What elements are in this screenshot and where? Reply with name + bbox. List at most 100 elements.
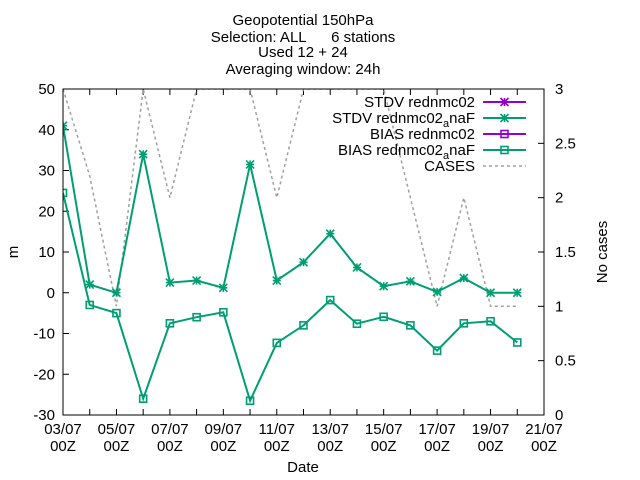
data-point xyxy=(379,312,388,322)
series-line xyxy=(63,89,518,308)
x-tick-label-day: 07/07 xyxy=(151,421,189,438)
tick-labels: -30-20-100102030405000.511.522.5303/0700… xyxy=(33,81,576,455)
data-point xyxy=(298,257,309,267)
y-tick-label: -20 xyxy=(33,366,55,383)
legend-label: STDV rednmc02anaF xyxy=(332,110,475,130)
data-point xyxy=(485,288,496,298)
x-tick-label-hour: 00Z xyxy=(210,438,236,455)
x-tick-label-day: 03/07 xyxy=(44,421,82,438)
data-point xyxy=(459,319,469,328)
data-point xyxy=(406,321,415,330)
legend-entry: BIAS rednmc02anaF xyxy=(338,142,526,162)
x-tick-label-hour: 00Z xyxy=(531,438,557,455)
legend-entry: BIAS rednmc02 xyxy=(370,126,526,143)
y-tick-label: 40 xyxy=(38,122,55,139)
series-line xyxy=(63,125,518,295)
x-tick-label-hour: 00Z xyxy=(478,438,504,455)
data-point xyxy=(245,159,255,169)
data-point xyxy=(512,338,522,347)
legend-entry: CASES xyxy=(424,158,526,175)
x-tick-label-day: 15/07 xyxy=(365,421,403,438)
data-point xyxy=(459,273,469,283)
data-point xyxy=(138,149,148,159)
data-point xyxy=(192,312,201,322)
series-layer xyxy=(63,89,522,406)
data-point xyxy=(138,394,148,404)
x-tick-label-day: 17/07 xyxy=(418,421,456,438)
x-tick-label-hour: 00Z xyxy=(264,438,290,455)
x-tick-label-hour: 00Z xyxy=(371,438,397,455)
y-tick-label: 0 xyxy=(47,285,55,302)
series-stdv-rednmc02-anaf xyxy=(63,121,522,298)
legend-label: STDV rednmc02 xyxy=(364,94,475,111)
x-tick-label-day: 05/07 xyxy=(98,421,136,438)
title-line-4: Averaging window: 24h xyxy=(226,61,381,78)
data-point xyxy=(272,275,282,286)
data-point xyxy=(219,308,228,317)
x-tick-label-day: 13/07 xyxy=(311,421,349,438)
legend-marker xyxy=(499,113,510,123)
x-tick-label-day: 11/07 xyxy=(259,421,295,438)
y2-tick-label: 1.5 xyxy=(555,244,576,261)
x-tick-label-hour: 00Z xyxy=(157,438,183,455)
x-tick-label-day: 21/07 xyxy=(525,421,563,438)
y2-axis-label: No cases xyxy=(594,221,611,284)
y-tick-label: 10 xyxy=(38,244,55,261)
x-tick-label-hour: 00Z xyxy=(317,438,343,455)
y-tick-label: 30 xyxy=(38,163,55,180)
data-point xyxy=(192,275,202,286)
data-point xyxy=(272,338,282,348)
y-tick-label: 50 xyxy=(38,81,55,98)
data-point xyxy=(63,188,68,198)
data-point xyxy=(165,319,175,328)
legend-label-subscript: a xyxy=(443,150,450,162)
data-point xyxy=(512,288,522,298)
series-line xyxy=(63,192,518,404)
data-point xyxy=(299,321,308,330)
legend-label: BIAS rednmc02 xyxy=(370,126,475,143)
x-axis-label: Date xyxy=(287,459,319,476)
data-point xyxy=(432,346,442,355)
legend-label: BIAS rednmc02anaF xyxy=(338,142,475,162)
data-point xyxy=(245,396,255,406)
title-line-3: Used 12 + 24 xyxy=(258,44,348,61)
data-point xyxy=(405,276,415,286)
data-point xyxy=(352,319,362,329)
legend-label: CASES xyxy=(424,158,475,175)
y2-tick-label: 2 xyxy=(555,190,563,207)
chart-title: Geopotential 150hPa Selection: ALL 6 sta… xyxy=(211,12,396,78)
legend-label-main: STDV rednmc02 xyxy=(332,110,443,127)
legend-entry: STDV rednmc02anaF xyxy=(332,110,526,130)
series-bias-rednmc02-anaf xyxy=(63,188,522,406)
series-cases xyxy=(63,89,518,308)
y2-tick-label: 0 xyxy=(555,407,563,424)
title-line-2: Selection: ALL 6 stations xyxy=(211,29,396,46)
data-point xyxy=(85,300,95,310)
data-point xyxy=(112,308,121,318)
legend-entry: STDV rednmc02 xyxy=(364,94,526,111)
y-tick-label: -10 xyxy=(33,326,55,343)
y2-tick-label: 3 xyxy=(555,81,563,98)
x-tick-label-hour: 00Z xyxy=(104,438,130,455)
legend-marker xyxy=(500,129,509,139)
data-point xyxy=(432,287,442,297)
data-point xyxy=(325,295,335,305)
legend-label-tail: naF xyxy=(449,142,475,159)
legend-marker xyxy=(499,97,510,107)
x-tick-label-hour: 00Z xyxy=(50,438,76,455)
legend-label-subscript: a xyxy=(443,118,450,130)
y-tick-label: -30 xyxy=(33,407,55,424)
y-axis-label: m xyxy=(5,246,22,259)
legend-label-main: BIAS rednmc02 xyxy=(338,142,443,159)
x-tick-label-hour: 00Z xyxy=(424,438,450,455)
legend-marker xyxy=(500,145,509,155)
x-tick-label-day: 19/07 xyxy=(472,421,510,438)
data-point xyxy=(379,281,389,291)
data-point xyxy=(325,229,335,239)
data-point xyxy=(352,262,362,273)
y2-tick-label: 1 xyxy=(555,298,563,315)
data-point xyxy=(218,283,228,293)
y2-tick-label: 0.5 xyxy=(555,353,576,370)
